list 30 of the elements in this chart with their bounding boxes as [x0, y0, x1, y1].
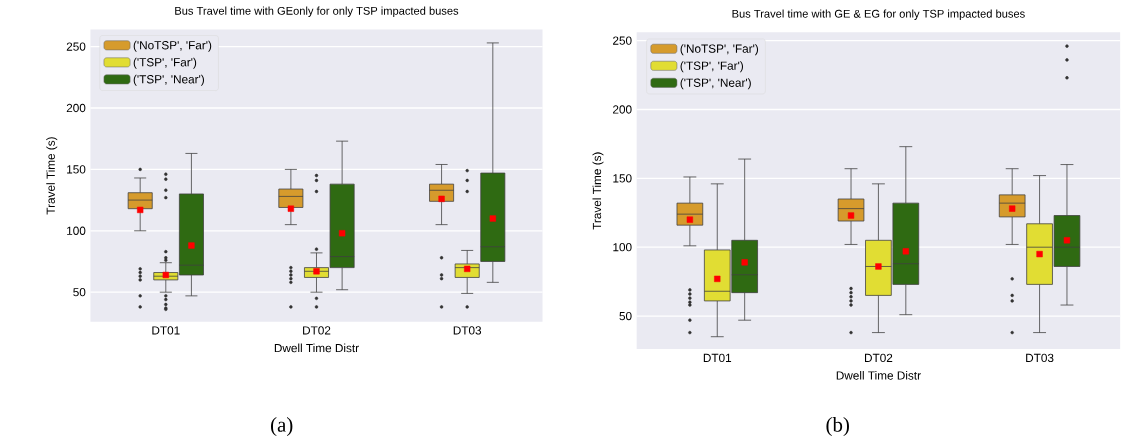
- y-axis-title: Travel Time (s): [592, 152, 604, 230]
- legend-label: ('NoTSP', 'Far'): [680, 44, 759, 56]
- chart-title: Bus Travel time with GE & EG for only TSP impacted buses: [732, 9, 1025, 20]
- x-tick-label: DT03: [1026, 353, 1054, 362]
- x-tick-label: DT02: [864, 353, 893, 362]
- x-tick-label: DT02: [303, 326, 331, 335]
- y-tick-label: 150: [67, 165, 86, 174]
- y-tick-label: 200: [613, 105, 632, 114]
- y-tick-label: 50: [73, 287, 86, 297]
- text: (b): [826, 416, 849, 436]
- x-axis-title: Dwell Time Distr: [274, 343, 359, 353]
- y-tick-label: 250: [613, 36, 632, 45]
- y-tick-label: 100: [67, 226, 86, 235]
- y-axis-title: Travel Time (s): [46, 137, 58, 215]
- legend-label: ('TSP', 'Near'): [133, 74, 204, 86]
- x-tick-label: DT01: [152, 326, 180, 335]
- y-tick-label: 100: [613, 242, 632, 252]
- chart-title: Bus Travel time with GEonly for only TSP impacted buses: [175, 6, 459, 17]
- legend-label: ('TSP', 'Near'): [680, 78, 751, 90]
- legend-label: ('NoTSP', 'Far'): [133, 40, 212, 52]
- legend-label: ('TSP', 'Far'): [680, 61, 744, 73]
- y-tick-label: 50: [619, 311, 632, 321]
- legend-label: ('TSP', 'Far'): [133, 57, 197, 69]
- y-tick-label: 250: [66, 42, 86, 51]
- x-tick-label: DT01: [703, 353, 732, 362]
- text: (a): [271, 416, 293, 436]
- x-axis-title: Dwell Time Distr: [836, 370, 921, 380]
- y-tick-label: 150: [613, 174, 632, 183]
- y-tick-label: 200: [66, 103, 86, 113]
- x-tick-label: DT03: [453, 326, 482, 335]
